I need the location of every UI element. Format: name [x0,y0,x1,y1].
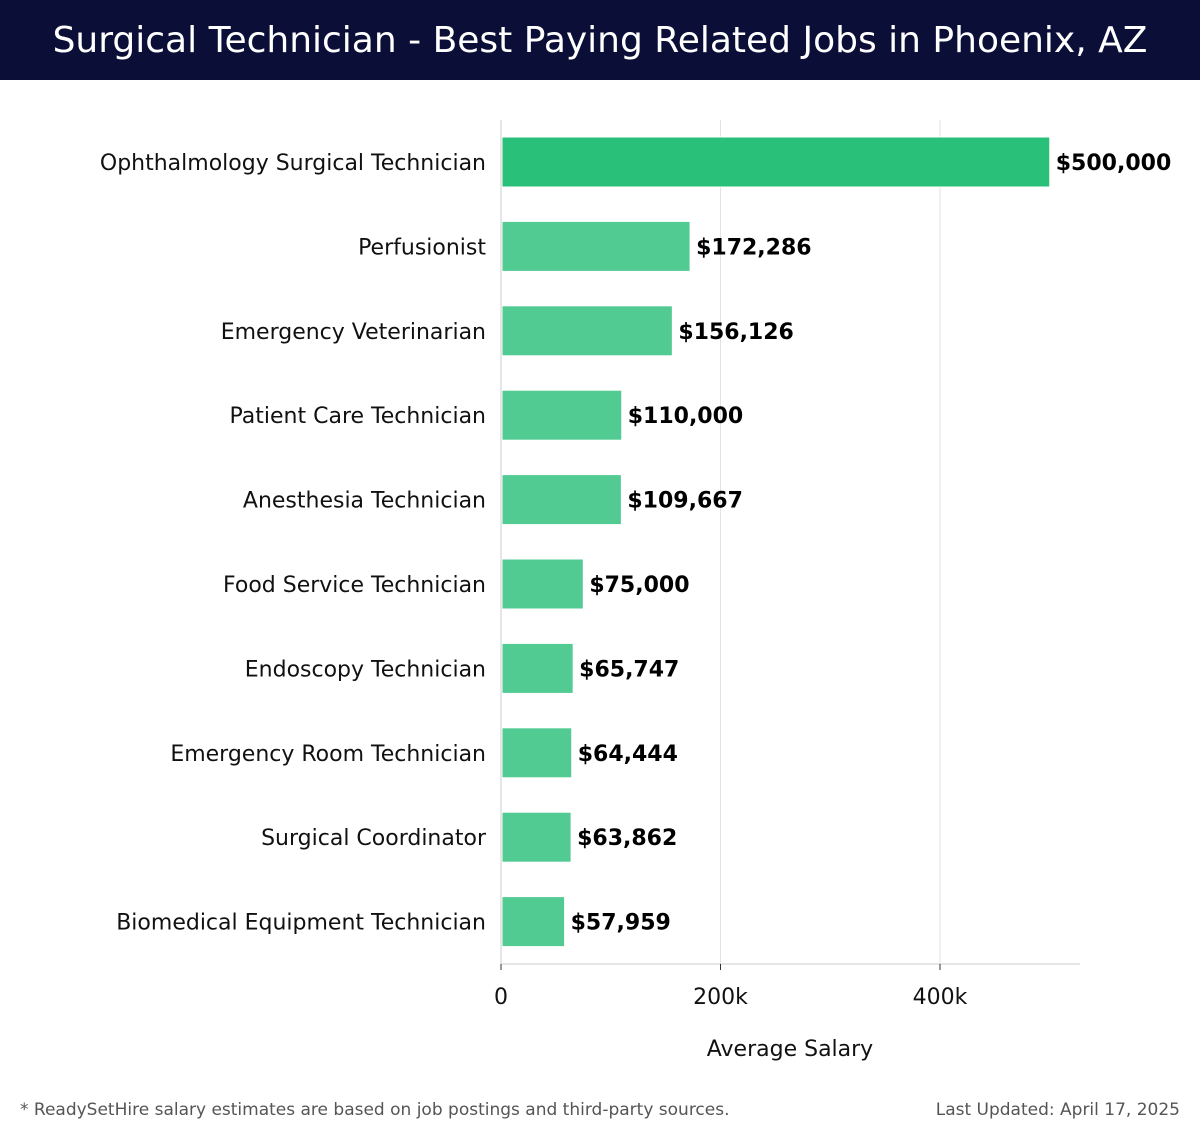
data-label: $110,000 [628,404,744,429]
x-tick-label: 0 [494,985,508,1010]
data-label: $63,862 [577,826,677,851]
data-label: $156,126 [678,320,794,345]
category-label: Patient Care Technician [230,404,487,429]
bar [501,642,574,694]
category-label: Anesthesia Technician [243,489,486,514]
last-updated: Last Updated: April 17, 2025 [935,1100,1180,1120]
x-axis-label: Average Salary [707,1037,873,1062]
bar [501,305,673,357]
bar [501,727,573,779]
category-label: Perfusionist [358,235,486,260]
category-label: Ophthalmology Surgical Technician [100,151,486,176]
bar [501,136,1051,188]
bar [501,811,572,863]
x-tick-label: 200k [693,985,748,1010]
bar [501,389,623,441]
category-label: Food Service Technician [223,573,486,598]
data-label: $57,959 [571,911,671,936]
category-label: Endoscopy Technician [245,657,486,682]
category-label: Emergency Veterinarian [221,320,486,345]
chart-title: Surgical Technician - Best Paying Relate… [52,19,1148,61]
data-label: $500,000 [1056,151,1172,176]
bar [501,558,584,610]
x-tick-label: 400k [913,985,968,1010]
bar [501,220,691,272]
bar [501,896,566,948]
bar [501,474,622,526]
category-label: Biomedical Equipment Technician [116,911,486,936]
salary-bar-chart: 0 200k 400k Average Salary Ophthalmology Sur… [100,120,1172,1062]
data-label: $172,286 [696,235,812,260]
data-label: $75,000 [589,573,689,598]
data-label: $64,444 [578,742,678,767]
category-label: Emergency Room Technician [170,742,486,767]
footer-note: * ReadySetHire salary estimates are base… [20,1100,730,1120]
data-label: $65,747 [579,657,679,682]
data-label: $109,667 [627,489,743,514]
chart-header: Surgical Technician - Best Paying Relate… [0,0,1200,80]
category-label: Surgical Coordinator [261,826,487,851]
